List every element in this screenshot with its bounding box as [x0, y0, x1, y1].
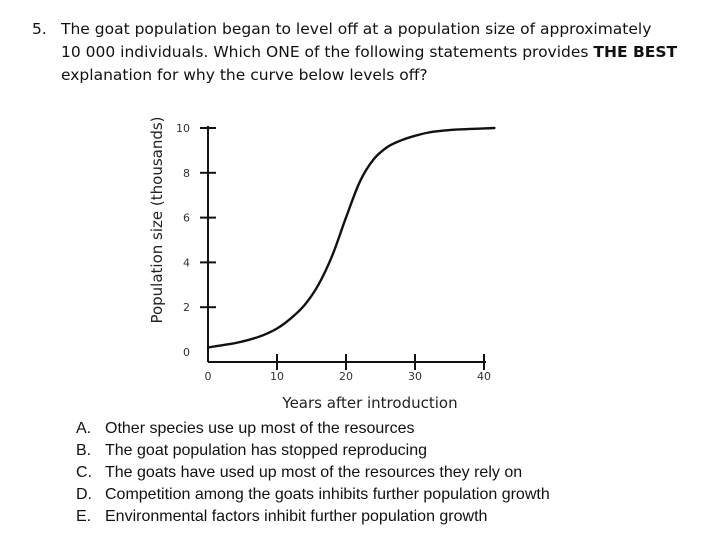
y-tick-label: 4 — [183, 256, 190, 269]
choice-text: Environmental factors inhibit further po… — [105, 508, 488, 525]
choice-e[interactable]: E. Environmental factors inhibit further … — [76, 506, 550, 528]
y-tick-label: 8 — [183, 167, 190, 180]
x-axis-label: Years after introduction — [281, 394, 457, 412]
x-ticks: 0 10 20 30 40 — [205, 354, 491, 383]
question-text-2: 10 000 individuals. Which ONE of the fol… — [61, 43, 589, 61]
choice-a[interactable]: A. Other species use up most of the resou… — [76, 418, 550, 440]
choice-text: Other species use up most of the resourc… — [105, 420, 415, 437]
question-text-3: explanation for why the curve below leve… — [61, 66, 428, 84]
x-tick-label: 40 — [477, 370, 491, 383]
choice-d[interactable]: D. Competition among the goats inhibits f… — [76, 484, 550, 506]
x-tick-label: 10 — [270, 370, 284, 383]
answer-choices: A. Other species use up most of the resou… — [76, 418, 550, 528]
x-tick-label: 20 — [339, 370, 353, 383]
y-tick-label: 2 — [183, 301, 190, 314]
choice-text: The goat population has stopped reproduc… — [105, 442, 428, 459]
y-ticks: 0 2 4 6 8 10 — [176, 122, 216, 359]
y-axis-label: Population size (thousands) — [148, 116, 166, 323]
question-number: 5. — [32, 20, 47, 38]
choice-b[interactable]: B. The goat population has stopped reprod… — [76, 440, 550, 462]
x-tick-label: 30 — [408, 370, 422, 383]
y-tick-label: 10 — [176, 122, 190, 135]
question-line-1: 5. The goat population began to level off… — [32, 18, 712, 41]
question-line-3: explanation for why the curve below leve… — [32, 64, 712, 87]
choice-letter: B. — [76, 442, 92, 459]
y-tick-label: 0 — [183, 346, 190, 359]
choice-c[interactable]: C. The goats have used up most of the res… — [76, 462, 550, 484]
question-emphasis: THE BEST — [593, 43, 678, 61]
question-line-2: 10 000 individuals. Which ONE of the fol… — [32, 41, 712, 64]
x-tick-label: 0 — [205, 370, 212, 383]
question-text-1: The goat population began to level off a… — [61, 20, 652, 38]
choice-letter: E. — [76, 508, 92, 525]
choice-text: Competition among the goats inhibits fur… — [105, 486, 550, 503]
choice-letter: D. — [76, 486, 92, 503]
choice-letter: A. — [76, 420, 92, 437]
y-tick-label: 6 — [183, 212, 190, 225]
population-curve — [206, 126, 496, 349]
choice-text: The goats have used up most of the resou… — [105, 464, 523, 481]
question: 5. The goat population began to level off… — [32, 18, 712, 87]
choice-letter: C. — [76, 464, 92, 481]
